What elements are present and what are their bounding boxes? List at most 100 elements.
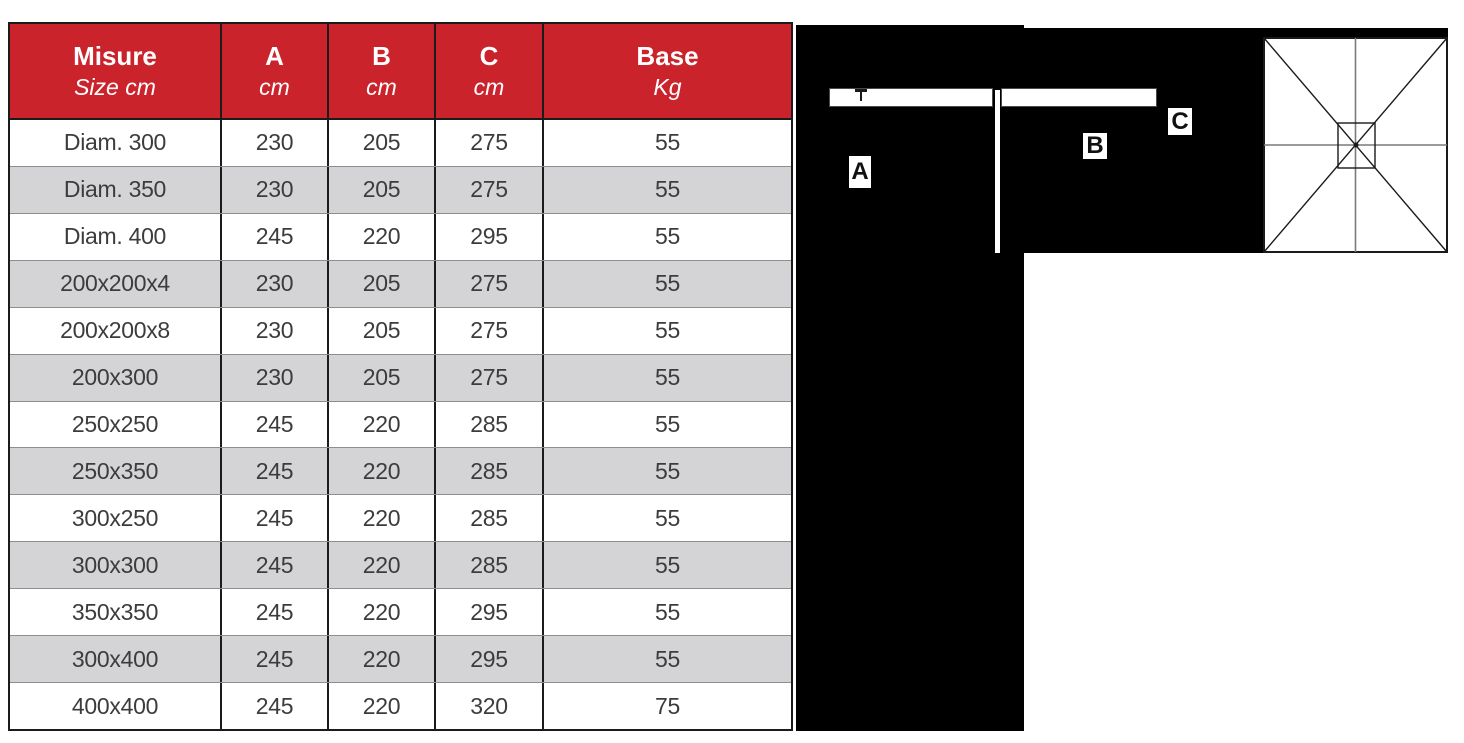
c-cell: 295 xyxy=(434,589,542,636)
c-cell: 275 xyxy=(434,120,542,166)
base-cell: 55 xyxy=(542,448,791,495)
base-cell: 55 xyxy=(542,542,791,589)
b-cell: 220 xyxy=(327,683,434,729)
size-cell: 200x300 xyxy=(71,364,159,391)
header-title: B xyxy=(372,41,391,72)
a-cell: 245 xyxy=(220,495,327,542)
header-cell-misure: Misure Size cm xyxy=(10,24,220,118)
header-subtitle: Kg xyxy=(653,73,682,100)
size-cell: 300x250 xyxy=(71,504,159,531)
b-cell: 220 xyxy=(327,495,434,542)
a-cell: 245 xyxy=(220,589,327,636)
base-cell: 55 xyxy=(542,636,791,683)
umbrella-canopy-right xyxy=(1001,88,1157,107)
table-row: 300x400 245 220 295 55 xyxy=(10,635,791,683)
header-title: A xyxy=(265,41,284,72)
dimension-label-b: B xyxy=(1083,132,1107,159)
header-title: Misure xyxy=(73,41,157,72)
base-cell: 55 xyxy=(542,401,791,448)
header-cell-c: C cm xyxy=(434,24,542,118)
table-row: Diam. 400 245 220 295 55 xyxy=(10,212,791,260)
b-cell: 220 xyxy=(327,401,434,448)
table-header: Misure Size cm A cm B cm C cm Base Kg xyxy=(10,24,791,120)
a-cell: 230 xyxy=(220,260,327,307)
a-cell: 245 xyxy=(220,636,327,683)
a-cell: 230 xyxy=(220,307,327,354)
b-cell: 220 xyxy=(327,589,434,636)
c-cell: 285 xyxy=(434,448,542,495)
base-cell: 55 xyxy=(542,260,791,307)
table-row: 200x200x4 230 205 275 55 xyxy=(10,259,791,307)
size-cell: 300x400 xyxy=(71,645,159,672)
base-cell: 55 xyxy=(542,495,791,542)
top-view-drawing xyxy=(1263,37,1448,253)
c-cell: 285 xyxy=(434,542,542,589)
c-cell: 295 xyxy=(434,213,542,260)
umbrella-canopy-left xyxy=(829,88,993,107)
a-cell: 245 xyxy=(220,213,327,260)
canopy-tick-mark-stem xyxy=(860,89,862,101)
header-cell-b: B cm xyxy=(327,24,434,118)
a-cell: 230 xyxy=(220,166,327,213)
header-title: Base xyxy=(636,41,699,72)
size-cell: 350x350 xyxy=(71,598,159,625)
c-cell: 275 xyxy=(434,260,542,307)
b-cell: 205 xyxy=(327,260,434,307)
header-title: C xyxy=(479,41,499,72)
base-cell: 55 xyxy=(542,354,791,401)
base-cell: 55 xyxy=(542,120,791,166)
table-row: 350x350 245 220 295 55 xyxy=(10,588,791,636)
size-cell: Diam. 400 xyxy=(63,223,167,250)
c-cell: 275 xyxy=(434,307,542,354)
size-cell: 200x200x4 xyxy=(60,270,170,297)
size-cell: 300x300 xyxy=(71,551,159,578)
umbrella-pole xyxy=(995,90,1000,253)
b-cell: 205 xyxy=(327,120,434,166)
header-cell-a: A cm xyxy=(220,24,327,118)
table-row: 200x200x8 230 205 275 55 xyxy=(10,306,791,354)
table-row: Diam. 350 230 205 275 55 xyxy=(10,165,791,213)
b-cell: 220 xyxy=(327,636,434,683)
size-cell: 200x200x8 xyxy=(60,317,170,344)
table-row: 300x300 245 220 285 55 xyxy=(10,541,791,589)
a-cell: 230 xyxy=(220,120,327,166)
b-cell: 220 xyxy=(327,542,434,589)
table-row: 300x250 245 220 285 55 xyxy=(10,494,791,542)
c-cell: 285 xyxy=(434,401,542,448)
base-cell: 55 xyxy=(542,589,791,636)
header-subtitle: cm xyxy=(366,73,397,100)
table-body: Diam. 300 230 205 275 55 Diam. 350 230 2… xyxy=(10,120,791,729)
base-cell: 55 xyxy=(542,166,791,213)
header-cell-base: Base Kg xyxy=(542,24,791,118)
base-cell: 55 xyxy=(542,307,791,354)
dimension-label-a: A xyxy=(849,156,871,188)
c-cell: 275 xyxy=(434,354,542,401)
table-row: 250x250 245 220 285 55 xyxy=(10,400,791,448)
dimension-label-c: C xyxy=(1168,108,1192,135)
size-cell: Diam. 300 xyxy=(63,129,167,156)
table-row: 250x350 245 220 285 55 xyxy=(10,447,791,495)
a-cell: 245 xyxy=(220,542,327,589)
table-row: Diam. 300 230 205 275 55 xyxy=(10,120,791,166)
base-cell: 55 xyxy=(542,213,791,260)
umbrella-top-view-diagram xyxy=(1263,37,1448,253)
header-subtitle: cm xyxy=(473,73,505,100)
a-cell: 245 xyxy=(220,683,327,729)
table-row: 400x400 245 220 320 75 xyxy=(10,682,791,729)
b-cell: 205 xyxy=(327,307,434,354)
table-row: 200x300 230 205 275 55 xyxy=(10,353,791,401)
size-cell: 250x250 xyxy=(71,410,159,437)
size-cell: 250x350 xyxy=(71,457,159,484)
c-cell: 295 xyxy=(434,636,542,683)
size-cell: Diam. 350 xyxy=(63,176,167,203)
b-cell: 205 xyxy=(327,354,434,401)
diagram-black-panel-left xyxy=(796,25,1024,731)
c-cell: 320 xyxy=(434,683,542,729)
header-subtitle: Size cm xyxy=(74,73,156,100)
a-cell: 230 xyxy=(220,354,327,401)
c-cell: 285 xyxy=(434,495,542,542)
a-cell: 245 xyxy=(220,401,327,448)
b-cell: 205 xyxy=(327,166,434,213)
b-cell: 220 xyxy=(327,448,434,495)
c-cell: 275 xyxy=(434,166,542,213)
